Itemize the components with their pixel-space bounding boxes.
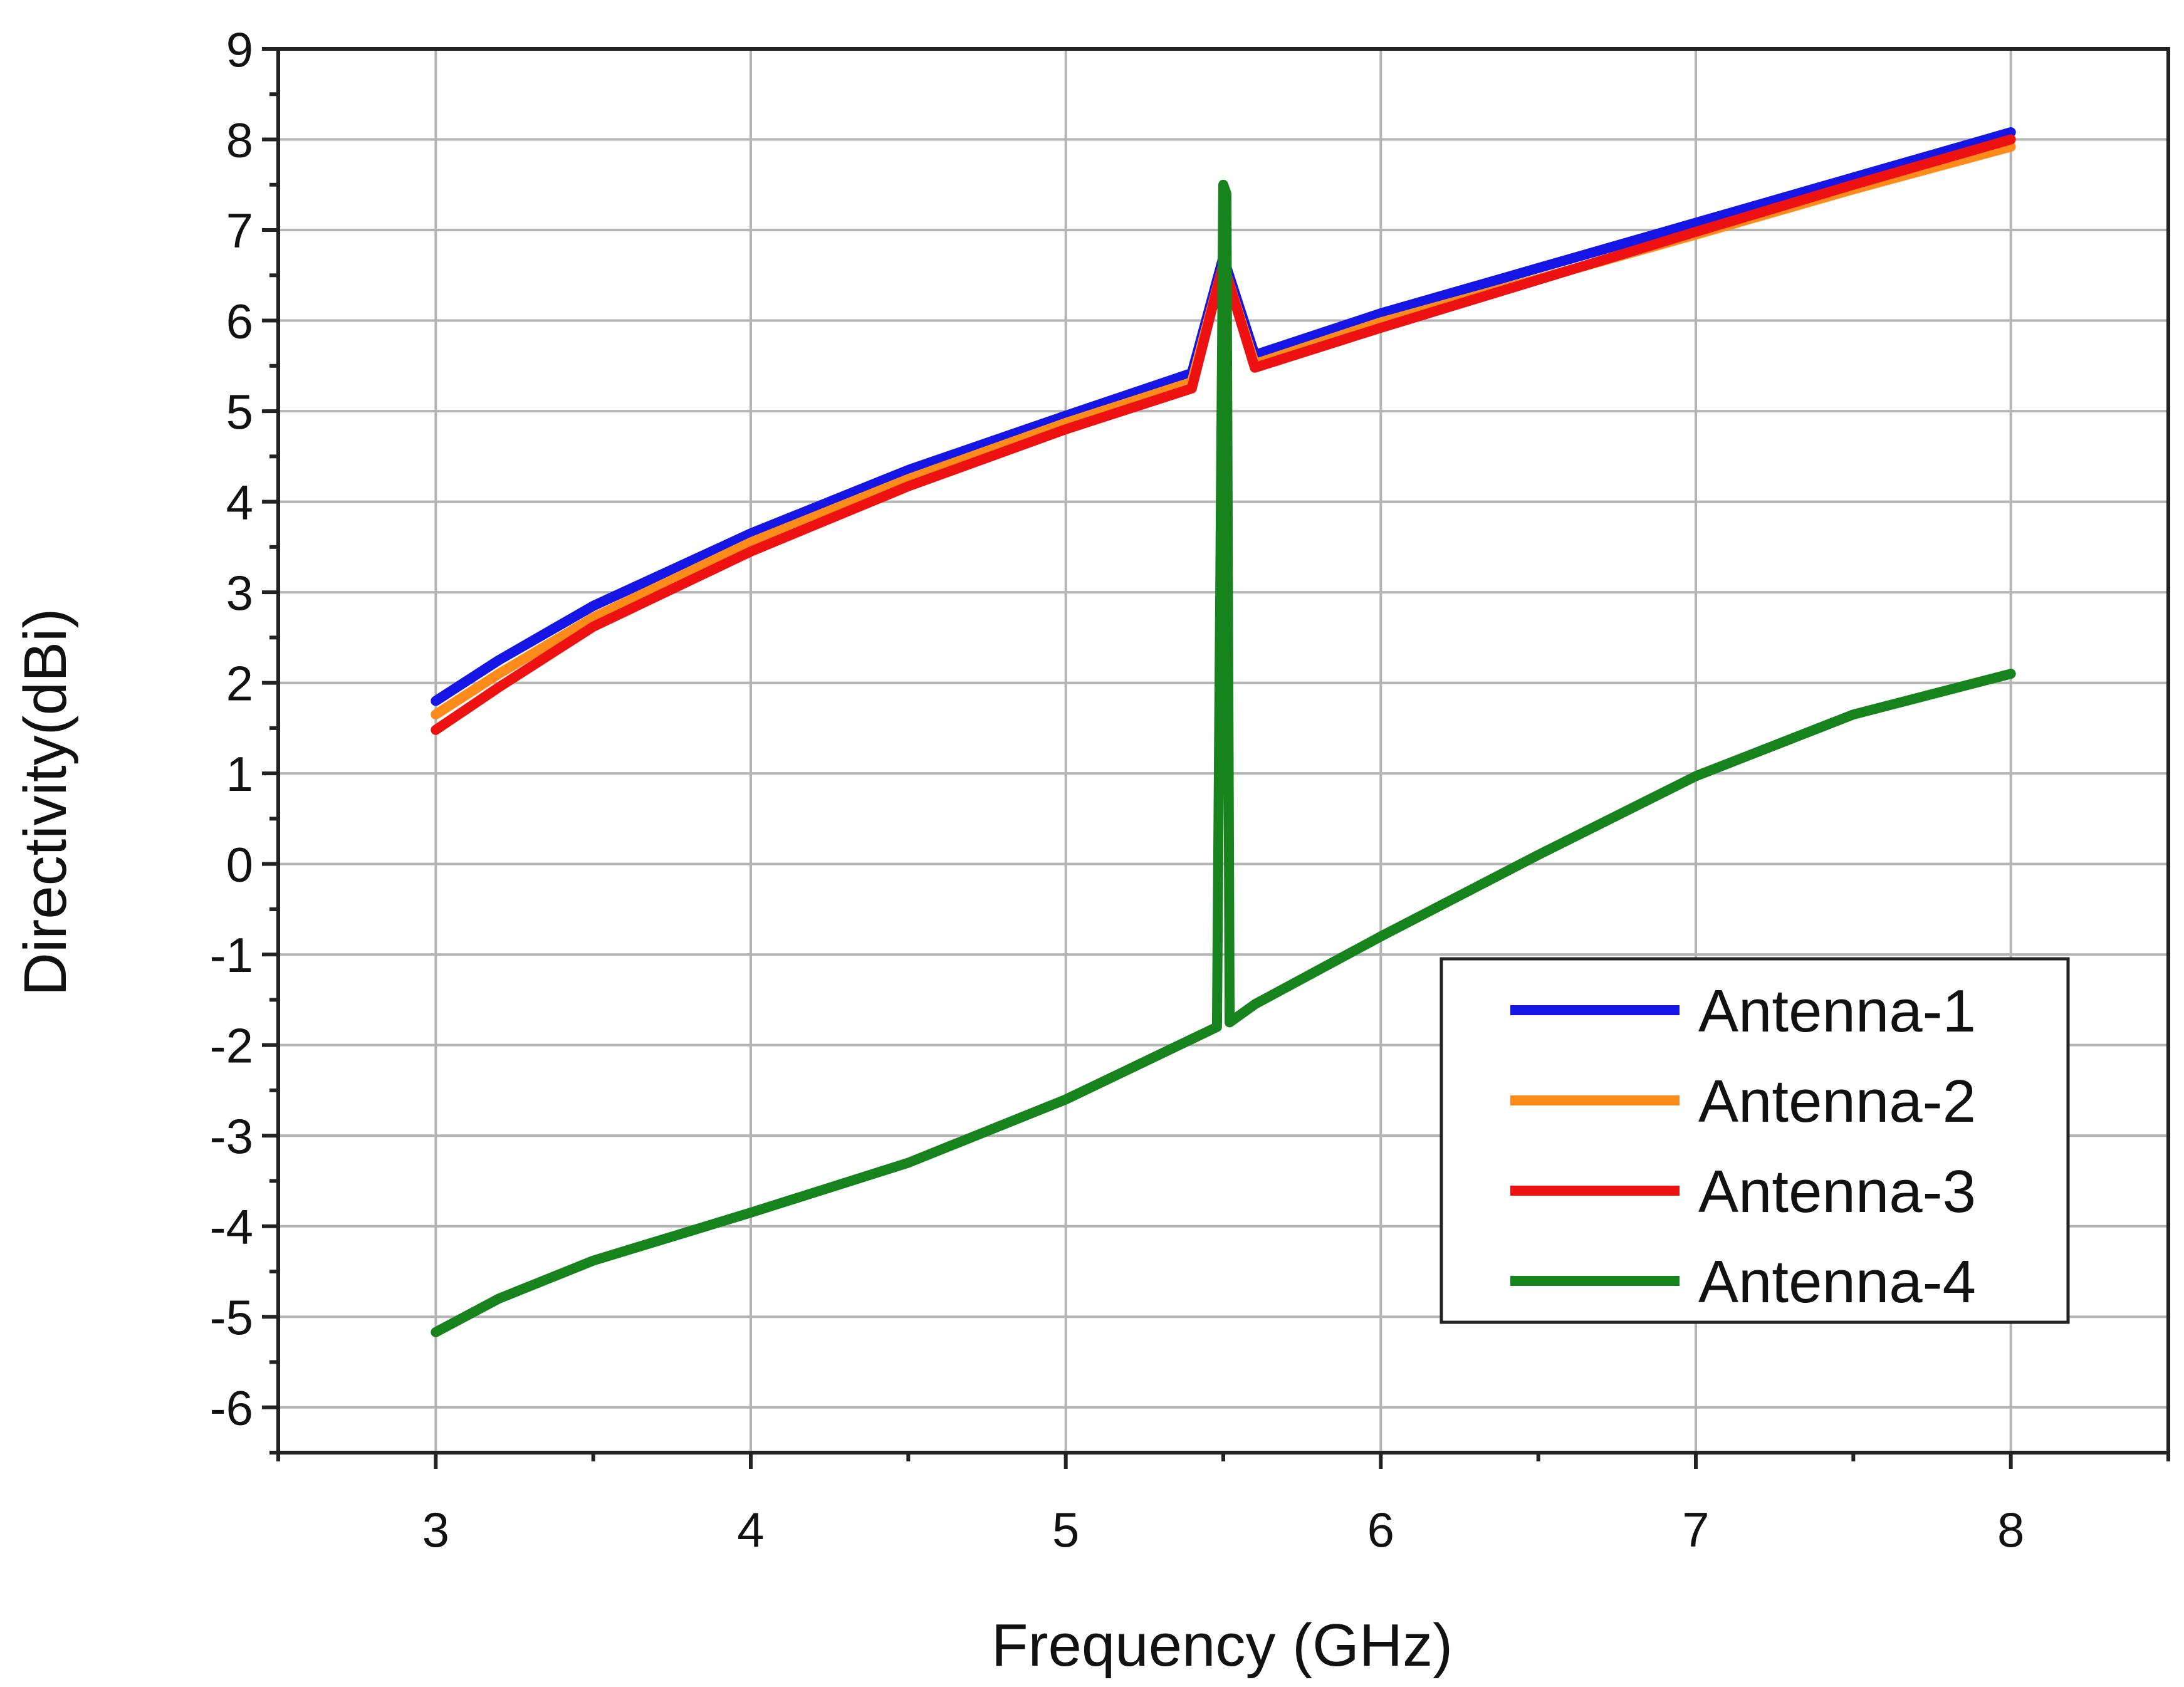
y-tick-label: 1	[226, 746, 253, 802]
x-axis-title: Frequency (GHz)	[991, 1612, 1453, 1679]
legend-label-antenna-1: Antenna-1	[1698, 978, 1976, 1045]
x-tick-label: 6	[1367, 1502, 1394, 1557]
y-tick-label: 4	[226, 475, 253, 530]
y-tick-label: -2	[210, 1018, 253, 1073]
legend-label-antenna-3: Antenna-3	[1698, 1158, 1976, 1225]
y-tick-label: 5	[226, 384, 253, 439]
y-tick-label: 8	[226, 113, 253, 168]
y-tick-labels: -6 -5 -4 -3 -2 -1 0 1 2 3 4 5 6 7 8 9	[210, 22, 253, 1436]
legend-label-antenna-2: Antenna-2	[1698, 1068, 1976, 1135]
legend-entry-antenna-1: Antenna-1	[1510, 978, 1976, 1045]
y-tick-label: -5	[210, 1290, 253, 1345]
x-tick-label: 8	[1997, 1502, 2024, 1557]
y-tick-label: 0	[226, 837, 253, 892]
x-tick-label: 5	[1052, 1502, 1079, 1557]
legend-label-antenna-4: Antenna-4	[1698, 1248, 1976, 1315]
y-tick-label: -1	[210, 927, 253, 983]
axis-ticks	[262, 47, 2170, 1469]
x-tick-label: 3	[422, 1502, 449, 1557]
plot-series	[431, 127, 2016, 1337]
y-axis-title: Directivity(dBi)	[12, 608, 79, 996]
y-tick-label: 3	[226, 565, 253, 620]
y-tick-label: 6	[226, 294, 253, 349]
series-line-antenna-4	[431, 179, 2016, 1337]
series-line-antenna-3	[431, 134, 2016, 735]
legend-entry-antenna-2: Antenna-2	[1510, 1068, 1976, 1135]
x-tick-labels: 3 4 5 6 7 8	[422, 1502, 2025, 1557]
y-tick-label: -3	[210, 1109, 253, 1164]
y-tick-label: 2	[226, 656, 253, 711]
y-tick-label: 9	[226, 22, 253, 77]
legend: Antenna-1 Antenna-2 Antenna-3 Antenna-4	[1439, 957, 2070, 1324]
legend-box	[1439, 957, 2070, 1324]
legend-entry-antenna-4: Antenna-4	[1510, 1248, 1976, 1315]
x-tick-label: 4	[737, 1502, 764, 1557]
y-tick-label: -4	[210, 1199, 253, 1255]
x-tick-label: 7	[1682, 1502, 1709, 1557]
legend-entry-antenna-3: Antenna-3	[1510, 1158, 1976, 1225]
y-tick-label: -6	[210, 1381, 253, 1436]
y-tick-label: 7	[226, 203, 253, 258]
